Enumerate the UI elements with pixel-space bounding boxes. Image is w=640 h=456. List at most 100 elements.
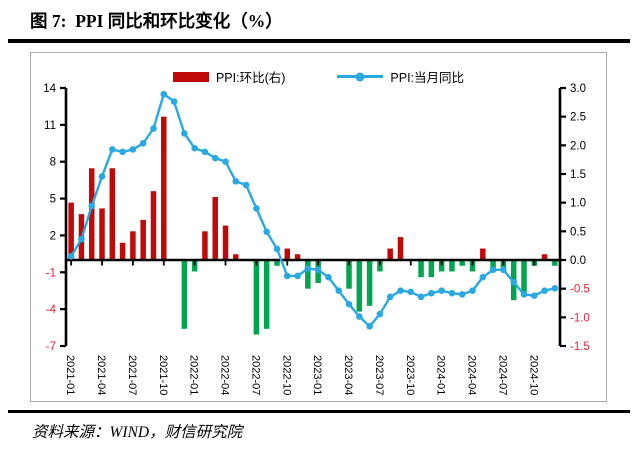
mom-bar xyxy=(99,208,105,260)
mom-bar xyxy=(263,260,270,329)
mom-bar xyxy=(418,260,424,278)
yoy-point xyxy=(428,289,435,297)
yoy-point xyxy=(438,287,445,295)
left-axis-tick-label: -7 xyxy=(46,341,56,353)
right-axis-tick-label: 3.0 xyxy=(570,83,586,95)
x-tick-label: 2021-10 xyxy=(157,355,169,395)
yoy-point xyxy=(88,202,96,210)
yoy-point xyxy=(181,130,188,137)
yoy-point xyxy=(510,278,517,286)
yoy-point xyxy=(345,300,353,308)
mom-bar xyxy=(212,196,218,260)
mom-bar xyxy=(191,260,198,272)
right-axis-tick-label: -1.5 xyxy=(570,341,590,353)
mom-bar xyxy=(140,219,146,260)
x-tick-label: 2024-04 xyxy=(466,355,478,395)
yoy-point xyxy=(273,245,281,253)
right-axis-tick-label: 2.5 xyxy=(570,112,586,124)
yoy-point xyxy=(119,148,126,156)
mom-bar xyxy=(274,260,280,266)
yoy-point xyxy=(263,228,270,236)
x-tick-label: 2024-10 xyxy=(527,355,539,395)
x-tick-label: 2024-07 xyxy=(496,355,508,395)
title-underline xyxy=(8,39,630,43)
yoy-point xyxy=(407,288,415,296)
legend-item-yoy: PPI:当月同比 xyxy=(337,67,464,86)
left-axis-tick-label: 2 xyxy=(50,230,56,242)
left-axis-tick-label: 8 xyxy=(50,157,56,169)
mom-bar xyxy=(480,248,486,260)
source-note: 资料来源：WIND，财信研究院 xyxy=(32,424,243,441)
mom-bar xyxy=(459,260,465,266)
legend-item-mom: PPI:环比(右) xyxy=(172,67,286,86)
yoy-point xyxy=(253,205,260,212)
yoy-point xyxy=(78,235,85,243)
left-axis-tick-label: 11 xyxy=(44,120,56,132)
left-axis-tick-label: 5 xyxy=(50,194,56,206)
x-tick-label: 2022-10 xyxy=(280,355,292,395)
x-tick-label: 2023-07 xyxy=(373,355,385,395)
legend-label-yoy: PPI:当月同比 xyxy=(390,71,465,85)
mom-bar xyxy=(222,225,229,260)
page-title: 图 7: PPI 同比和环比变化（%） xyxy=(30,11,283,31)
yoy-point xyxy=(530,292,538,299)
x-tick-label: 2021-01 xyxy=(64,355,76,395)
source-divider xyxy=(8,410,630,413)
mom-bar xyxy=(130,231,136,260)
yoy-point xyxy=(458,291,466,298)
mom-bar xyxy=(284,248,291,260)
yoy-point xyxy=(170,98,178,105)
x-tick-label: 2024-01 xyxy=(435,355,447,395)
x-tick-label: 2021-04 xyxy=(95,355,107,395)
yoy-point xyxy=(150,125,157,132)
yoy-point xyxy=(201,148,209,156)
yoy-point xyxy=(417,293,425,301)
legend-label-mom: PPI:环比(右) xyxy=(215,71,286,85)
left-axis-tick-label: -1 xyxy=(46,267,56,279)
mom-bar xyxy=(387,248,393,260)
yoy-point xyxy=(500,266,507,274)
yoy-point xyxy=(376,310,384,318)
right-axis-tick-label: 0.0 xyxy=(570,255,586,267)
right-axis-tick-label: 1.0 xyxy=(570,198,586,210)
mom-bar xyxy=(521,260,527,295)
right-axis-tick-label: -1.0 xyxy=(570,312,590,324)
x-tick-label: 2023-10 xyxy=(404,355,416,395)
yoy-point xyxy=(448,289,456,297)
x-tick-label: 2022-01 xyxy=(188,355,200,395)
yoy-point xyxy=(294,272,301,280)
yoy-point xyxy=(366,323,373,330)
chart-legend: PPI:环比(右) PPI:当月同比 xyxy=(31,67,606,86)
mom-bar xyxy=(68,202,74,260)
mom-bar xyxy=(490,260,496,272)
yoy-point xyxy=(479,273,487,281)
x-tick-label: 2021-07 xyxy=(126,355,138,395)
mom-bar xyxy=(377,260,383,272)
mom-bar xyxy=(500,260,507,272)
yoy-point xyxy=(386,293,394,301)
mom-bar xyxy=(541,254,548,260)
yoy-point xyxy=(489,266,497,274)
yoy-point xyxy=(304,265,312,272)
right-axis-tick-label: 2.0 xyxy=(570,140,586,152)
mom-bar xyxy=(356,260,363,312)
mom-bar xyxy=(253,260,260,335)
mom-bar xyxy=(346,260,352,289)
right-axis-tick-label: 1.5 xyxy=(570,169,586,181)
yoy-point xyxy=(397,287,404,295)
mom-bar xyxy=(397,237,404,260)
mom-bar xyxy=(233,254,239,260)
yoy-point xyxy=(520,291,528,298)
left-axis-tick-label: 14 xyxy=(43,83,56,95)
yoy-point xyxy=(222,158,229,166)
yoy-point xyxy=(129,146,137,153)
mom-bar xyxy=(294,254,301,260)
mom-bar xyxy=(469,260,476,272)
yoy-point xyxy=(211,154,219,162)
mom-bar xyxy=(202,231,208,260)
yoy-point xyxy=(325,273,332,281)
yoy-point xyxy=(139,139,147,147)
mom-bar xyxy=(88,168,95,260)
yoy-line-swatch-icon xyxy=(337,72,384,81)
yoy-point xyxy=(541,287,548,295)
